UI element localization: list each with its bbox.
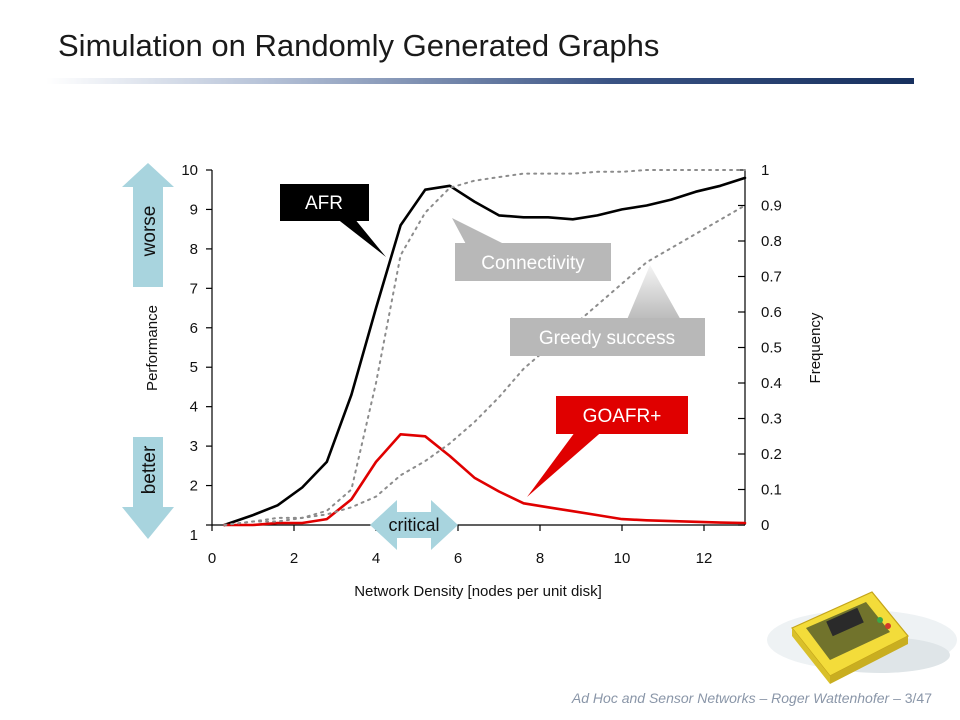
goafr-callout: GOAFR+ — [527, 396, 688, 497]
footer-separator: – — [893, 690, 901, 706]
afr-callout: AFR — [280, 184, 386, 257]
slide-footer: Ad Hoc and Sensor Networks – Roger Watte… — [572, 690, 932, 706]
footer-page-number: 3/47 — [904, 690, 932, 706]
left-axis-label: Performance — [144, 305, 161, 391]
right-tick-label: 0.7 — [761, 269, 782, 286]
left-tick-label: 6 — [190, 320, 198, 337]
worse-arrow: worse — [122, 163, 174, 287]
title-rule — [46, 78, 914, 84]
left-tick-label: 7 — [190, 280, 198, 297]
greedy-callout-label: Greedy success — [539, 328, 675, 349]
footer-author: Roger Wattenhofer — [771, 690, 890, 706]
x-tick-label: 0 — [208, 550, 216, 567]
x-tick-label: 4 — [372, 550, 380, 567]
right-tick-label: 0.3 — [761, 411, 782, 428]
series-layer — [223, 169, 747, 527]
right-tick-label: 0.5 — [761, 340, 782, 357]
connectivity-callout-label: Connectivity — [481, 253, 585, 274]
x-tick-label: 10 — [614, 550, 631, 567]
right-axis-label: Frequency — [807, 312, 824, 383]
x-tick-label: 12 — [696, 550, 713, 567]
right-tick-label: 0 — [761, 517, 769, 534]
left-tick-label: 4 — [190, 399, 198, 416]
left-tick-label: 5 — [190, 359, 198, 376]
x-tick-label: 8 — [536, 550, 544, 567]
left-tick-label: 10 — [181, 162, 198, 179]
greedy-callout: Greedy success — [510, 265, 705, 356]
better-label: better — [139, 445, 160, 494]
left-tick-label: 2 — [190, 478, 198, 495]
x-tick-label: 6 — [454, 550, 462, 567]
goafr-callout-label: GOAFR+ — [583, 406, 662, 427]
ticks-layer: 0 2 4 6 8 10 121234567891000.10.20.30.40.50.60… — [181, 162, 782, 567]
series-line-afr — [223, 176, 747, 527]
right-tick-label: 0.1 — [761, 482, 782, 499]
better-arrow: better — [122, 437, 174, 539]
right-tick-label: 0.2 — [761, 446, 782, 463]
afr-callout-label: AFR — [305, 193, 343, 214]
series-line-greedy-success — [223, 204, 746, 526]
worse-label: worse — [139, 206, 160, 258]
left-tick-label: 9 — [190, 201, 198, 218]
sensor-device-image — [767, 591, 957, 684]
left-tick-label: 8 — [190, 241, 198, 258]
right-tick-label: 0.4 — [761, 375, 782, 392]
right-tick-label: 1 — [761, 162, 769, 179]
right-tick-label: 0.8 — [761, 233, 782, 250]
footer-course: Ad Hoc and Sensor Networks — [571, 690, 756, 706]
left-tick-label: 1 — [190, 527, 198, 544]
connectivity-callout: Connectivity — [452, 218, 611, 281]
x-axis-label: Network Density [nodes per unit disk] — [354, 583, 602, 600]
right-tick-label: 0.9 — [761, 198, 782, 215]
critical-arrow: critical — [370, 500, 458, 550]
left-tick-label: 3 — [190, 438, 198, 455]
critical-label: critical — [388, 515, 439, 535]
slide-title: Simulation on Randomly Generated Graphs — [58, 28, 660, 63]
right-tick-label: 0.6 — [761, 304, 782, 321]
series-line-goafr — [223, 432, 747, 527]
x-tick-label: 2 — [290, 550, 298, 567]
series-line-connectivity — [223, 169, 746, 526]
footer-separator: – — [759, 690, 768, 706]
